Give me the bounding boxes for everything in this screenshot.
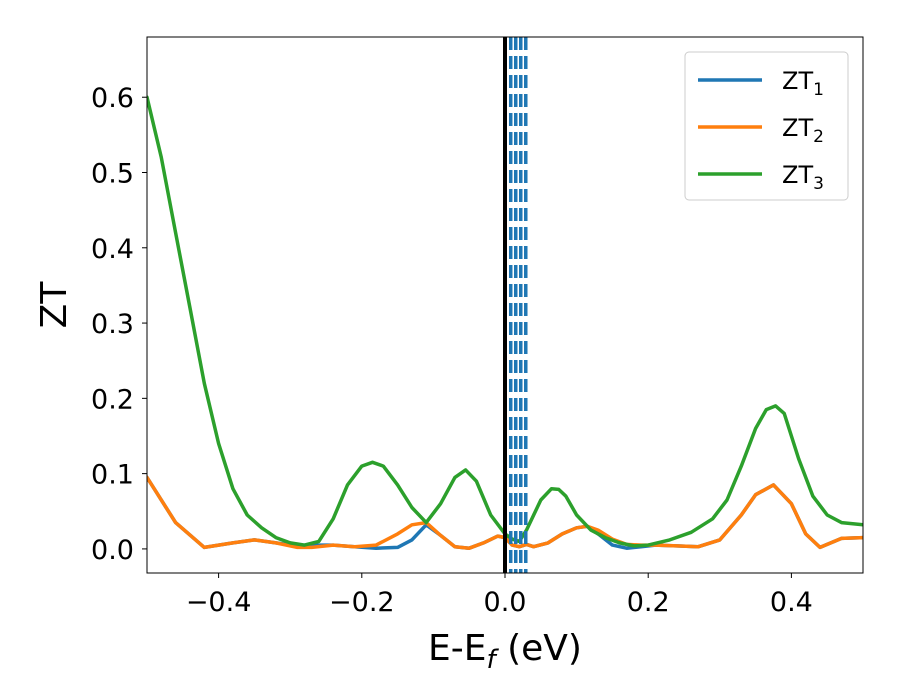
legend: ZT1 ZT2 ZT3 bbox=[684, 51, 849, 201]
x-tick-label: −0.2 bbox=[329, 587, 395, 618]
y-tick-label: 0.5 bbox=[91, 159, 134, 190]
x-tick-label: 0.4 bbox=[770, 587, 813, 618]
legend-entries: ZT1 ZT2 ZT3 bbox=[698, 67, 824, 194]
y-tick-label: 0.3 bbox=[91, 309, 134, 340]
series-line-zt2 bbox=[147, 475, 863, 550]
reference-lines bbox=[503, 37, 528, 573]
x-axis-title: E-Ef (eV) bbox=[428, 628, 582, 675]
y-tick-label: 0.4 bbox=[91, 234, 134, 265]
y-tick-label: 0.2 bbox=[91, 384, 134, 415]
x-axis-ticks: −0.4 −0.2 0.0 0.2 0.4 bbox=[186, 573, 813, 618]
series-line-zt3 bbox=[147, 95, 863, 548]
x-tick-label: 0.2 bbox=[627, 587, 670, 618]
x-axis-title-unit: (eV) bbox=[496, 628, 582, 669]
y-tick-label: 0.6 bbox=[91, 83, 134, 114]
series-layer bbox=[147, 95, 863, 550]
x-tick-label: 0.0 bbox=[484, 587, 527, 618]
legend-label-zt1: ZT1 bbox=[782, 67, 824, 100]
legend-label-zt2: ZT2 bbox=[782, 114, 824, 147]
y-axis-title: ZT bbox=[34, 281, 75, 329]
legend-box bbox=[684, 51, 849, 201]
x-axis-title-main: E-E bbox=[428, 628, 486, 669]
y-tick-label: 0.1 bbox=[91, 460, 134, 491]
legend-label-zt3: ZT3 bbox=[782, 161, 824, 194]
x-tick-label: −0.4 bbox=[186, 587, 252, 618]
y-axis-ticks: 0.0 0.1 0.2 0.3 0.4 0.5 0.6 bbox=[91, 83, 147, 566]
y-tick-label: 0.0 bbox=[91, 535, 134, 566]
